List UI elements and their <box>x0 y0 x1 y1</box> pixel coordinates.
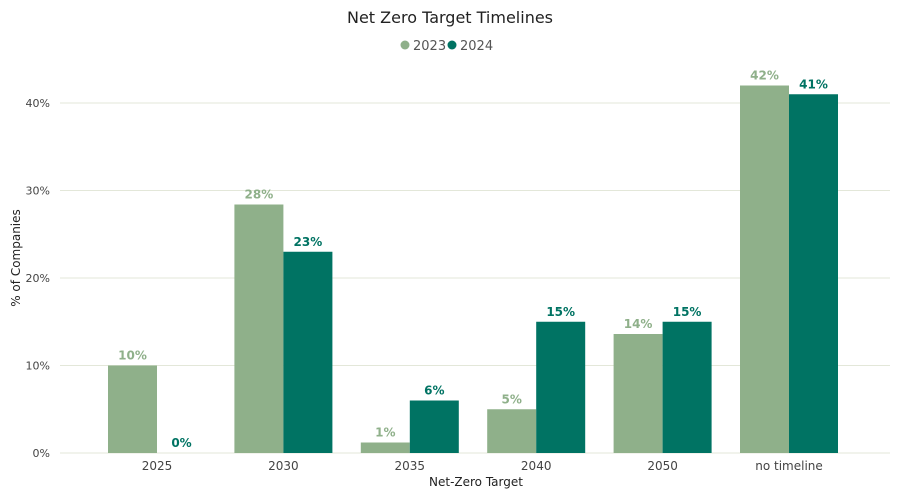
bar-2023-2025 <box>108 365 157 453</box>
data-label-2024-no-timeline: 41% <box>799 77 828 91</box>
data-label-2023-2025: 10% <box>118 349 147 363</box>
bar-2023-2035 <box>360 442 410 453</box>
data-label-2023-2050: 14% <box>624 317 653 331</box>
y-tick-label-40: 40% <box>26 97 50 110</box>
y-axis-ticks: 0% 10% 20% 30% 40% <box>26 97 50 460</box>
y-tick-label-0: 0% <box>33 447 50 460</box>
x-axis-ticks: 2025 2030 2035 2040 2050 no timeline <box>142 459 823 473</box>
data-label-2024-2040: 15% <box>546 305 575 319</box>
legend-marker-2024 <box>447 40 457 50</box>
y-axis-title: % of Companies <box>9 209 23 307</box>
y-tick-label-30: 30% <box>26 185 50 198</box>
data-label-2023-2035: 1% <box>375 426 395 440</box>
x-tick-label-2025: 2025 <box>142 459 173 473</box>
data-label-2024-2025: 0% <box>171 436 191 450</box>
data-labels: 10% 0% 28% 23% 1% 6% 5% 15% 14% 15% 42% 41% <box>118 69 828 451</box>
data-label-2024-2050: 15% <box>673 305 702 319</box>
bar-2023-no-timeline <box>740 85 789 453</box>
bar-2023-2030 <box>234 204 284 453</box>
bar-2024-2035 <box>409 400 459 453</box>
bar-2023-2040 <box>487 409 537 453</box>
bar-2024-2040 <box>536 321 586 453</box>
data-label-2024-2030: 23% <box>294 235 323 249</box>
x-axis-title: Net-Zero Target <box>429 475 523 489</box>
bar-2023-2050 <box>613 334 663 453</box>
x-tick-label-2050: 2050 <box>647 459 678 473</box>
x-tick-label-2030: 2030 <box>268 459 299 473</box>
legend-label-2023: 2023 <box>413 39 446 54</box>
legend-marker-2023 <box>400 40 410 50</box>
data-label-2023-2040: 5% <box>502 392 522 406</box>
chart-title: Net Zero Target Timelines <box>347 8 553 27</box>
x-tick-label-2035: 2035 <box>395 459 426 473</box>
y-tick-label-10: 10% <box>26 360 50 373</box>
data-label-2024-2035: 6% <box>424 384 444 398</box>
y-tick-label-20: 20% <box>26 272 50 285</box>
data-label-2023-2030: 28% <box>245 188 274 202</box>
legend-label-2024: 2024 <box>460 39 493 54</box>
x-tick-label-no-timeline: no timeline <box>755 459 823 473</box>
data-label-2023-no-timeline: 42% <box>750 69 779 83</box>
legend: 2023 2024 <box>400 39 493 54</box>
x-tick-label-2040: 2040 <box>521 459 552 473</box>
bar-2024-2050 <box>662 321 712 453</box>
bars <box>108 85 838 453</box>
bar-2024-2030 <box>283 251 333 453</box>
bar-2024-no-timeline <box>789 94 838 453</box>
